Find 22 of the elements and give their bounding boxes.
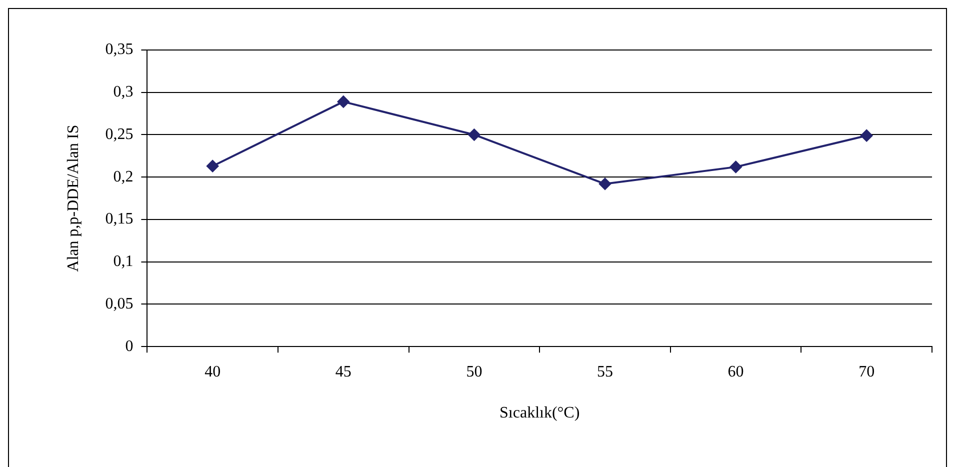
x-tick-label: 70 [858, 363, 875, 380]
x-tick-label: 40 [204, 363, 221, 380]
x-tick-label: 60 [728, 363, 744, 380]
point [860, 130, 873, 142]
y-tick-label: 0,35 [105, 41, 134, 58]
point [730, 160, 742, 173]
x-tick-label: 45 [335, 363, 352, 380]
point [206, 160, 219, 172]
y-tick-label: 0,3 [113, 84, 134, 101]
y-tick-label: 0,25 [105, 126, 134, 143]
y-axis-title: Alan p,p-DDE/Alan IS [64, 124, 82, 272]
x-axis-title: Sıcaklık(°C) [500, 404, 580, 422]
point [337, 96, 350, 108]
y-tick-label: 0,15 [105, 210, 134, 228]
point [599, 178, 611, 190]
y-tick-label: 0,05 [105, 295, 134, 312]
point [468, 128, 480, 141]
y-tick-label: 0,2 [113, 168, 134, 186]
y-tick-label: 0,1 [113, 253, 134, 270]
y-tick-label: 0 [125, 338, 134, 355]
x-tick-label: 55 [597, 363, 613, 380]
x-tick-label: 50 [466, 363, 482, 380]
